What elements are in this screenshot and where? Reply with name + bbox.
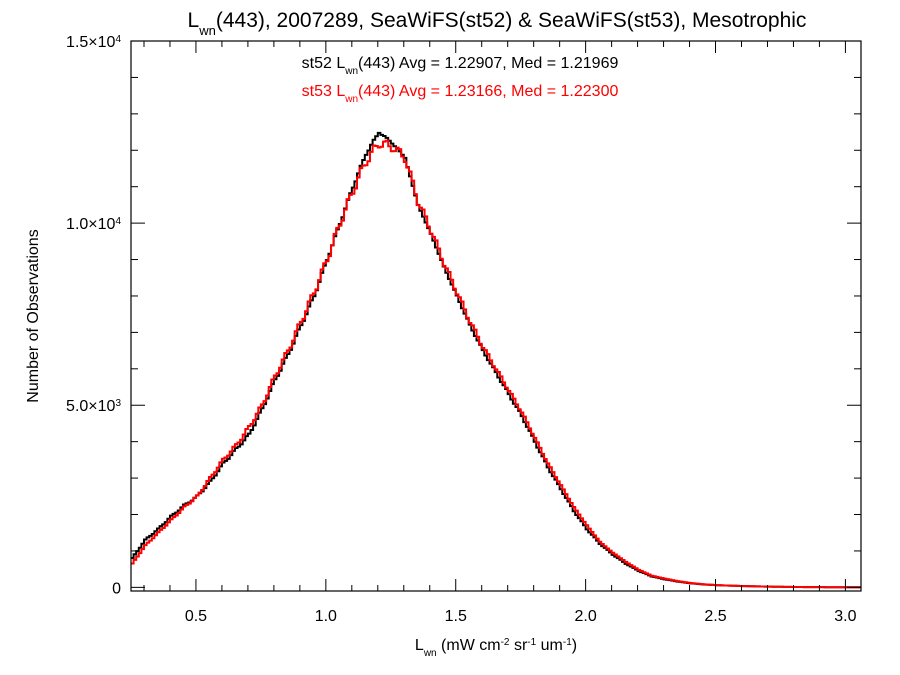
x-tick-label: 1.5 [445,608,467,625]
y-tick-label: 1.5×104 [66,34,121,52]
y-tick-label: 0 [112,580,121,597]
x-tick-label: 3.0 [834,608,856,625]
x-axis-label: Lwn (mW cm-2 sr-1 um-1) [415,637,577,659]
plot-frame [130,40,862,592]
series-line-st53 [131,139,861,589]
y-tick-label: 1.0×104 [66,216,121,234]
series-line-st52 [131,131,861,589]
tick-layer: 0.5 1.0 1.5 2.0 2.5 3.0 0 5.0×103 1.0×104 1.5×104 [66,34,861,625]
y-axis-label: Number of Observations [25,229,42,402]
x-tick-label: 2.5 [704,608,726,625]
series-layer [131,131,861,589]
x-tick-label: 1.0 [315,608,337,625]
y-tick-label: 5.0×103 [66,398,121,416]
st53-stats-label: st53 Lwn(443) Avg = 1.23166, Med = 1.223… [302,83,619,105]
chart-title: Lwn(443), 2007289, SeaWiFS(st52) & SeaWi… [188,9,807,38]
st52-stats-label: st52 Lwn(443) Avg = 1.22907, Med = 1.219… [302,55,619,77]
x-tick-label: 2.0 [575,608,597,625]
x-tick-label: 0.5 [185,608,207,625]
